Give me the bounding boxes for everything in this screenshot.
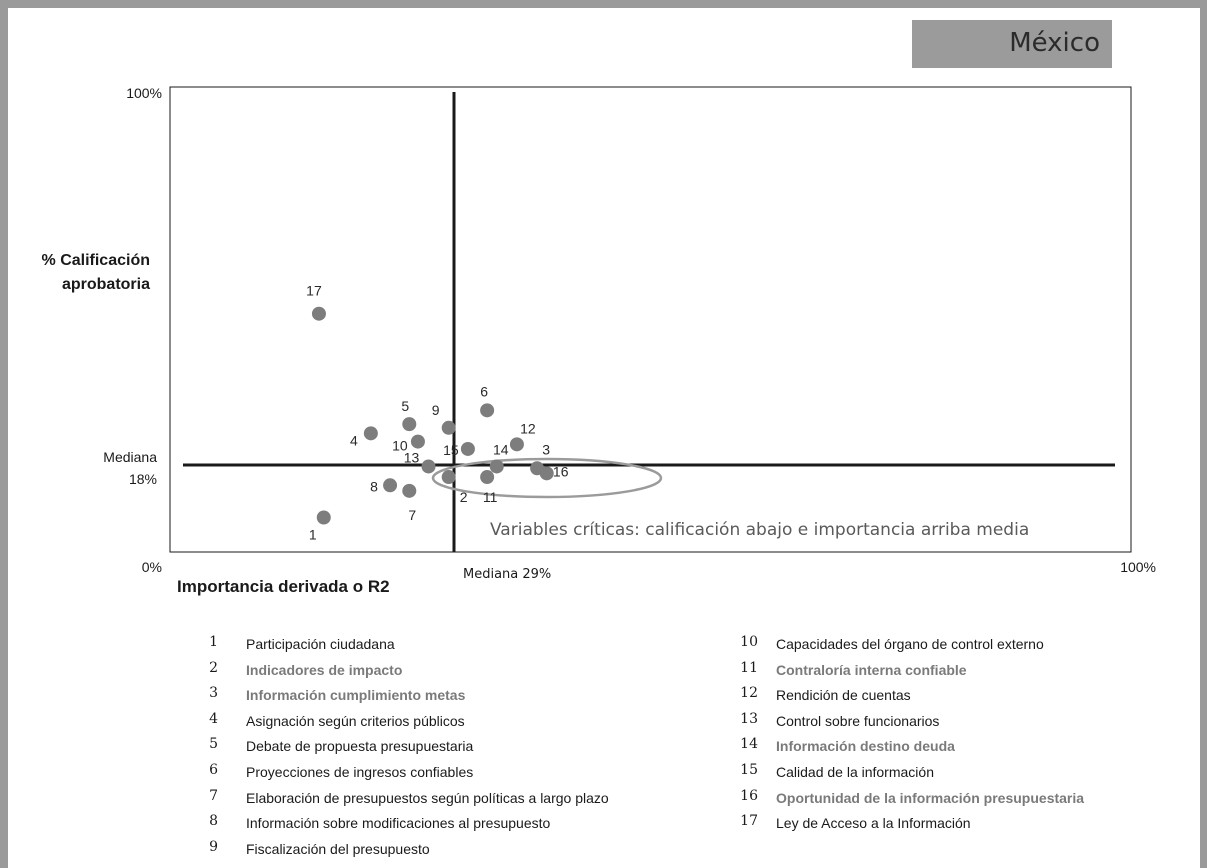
median-x-label: Mediana 29% [463,567,551,582]
legend-number: 4 [209,710,218,727]
legend-number: 7 [209,787,218,804]
point-16 [539,466,554,481]
legend-number: 2 [209,659,218,676]
legend-label: Elaboración de presupuestos según políti… [246,789,609,806]
legend-number: 17 [740,813,758,830]
legend-number: 5 [209,736,218,753]
point-label-7: 7 [408,507,416,523]
scatter-plot: 100% 0% 100% % Calificación aprobatoria … [42,85,1156,596]
legend-label: Información destino deuda [776,738,955,755]
point-label-15: 15 [443,442,459,458]
y-tick-top-label: 100% [126,85,162,101]
point-11 [480,470,495,485]
legend-label: Asignación según criterios públicos [246,712,465,729]
legend-label: Contraloría interna confiable [776,661,967,678]
point-label-2: 2 [460,489,468,505]
x-tick-right-label: 100% [1120,559,1156,575]
point-6 [480,403,495,418]
point-2 [441,470,456,485]
point-label-16: 16 [553,463,569,479]
point-label-8: 8 [370,478,378,494]
point-9 [441,420,456,435]
legend-number: 14 [740,736,758,753]
point-label-5: 5 [401,398,409,414]
point-14 [489,459,504,474]
country-label: México [1009,28,1100,58]
point-10 [410,434,425,449]
legend-label: Información cumplimiento metas [246,687,466,704]
point-label-6: 6 [480,383,488,399]
legend-number: 11 [740,659,758,676]
point-label-10: 10 [392,438,408,454]
legend-label: Calidad de la información [776,763,934,780]
point-15 [460,441,475,456]
critical-variables-ellipse [431,457,663,499]
point-label-14: 14 [493,441,509,457]
plot-frame [169,86,1132,553]
legend-number: 10 [740,634,758,650]
median-y-label-line2: 18% [129,471,157,487]
point-label-4: 4 [350,432,358,448]
point-label-9: 9 [432,402,440,418]
legend-number: 13 [740,710,758,727]
legend-label: Debate de propuesta presupuestaria [246,738,474,755]
y-axis-title-line2: aprobatoria [62,276,150,293]
point-label-13: 13 [404,449,420,465]
legend-label: Indicadores de impacto [246,661,403,678]
point-label-1: 1 [309,527,317,543]
legend-number: 1 [209,634,218,650]
legend-label: Control sobre funcionarios [776,712,940,729]
point-8 [383,478,398,493]
legend-number: 8 [209,813,218,830]
median-y-label-line1: Mediana [103,449,157,465]
legend-number: 9 [209,838,218,855]
chart-canvas [8,8,1200,868]
point-4 [363,426,378,441]
y-axis-title-line1: % Calificación [42,252,150,269]
country-badge: México [912,20,1112,68]
legend-label: Proyecciones de ingresos confiables [246,763,474,780]
point-label-12: 12 [520,420,536,436]
point-7 [402,483,417,498]
y-tick-bottom-label: 0% [142,559,162,575]
legend-label: Rendición de cuentas [776,687,911,704]
legend-label: Capacidades del órgano de control extern… [776,636,1044,652]
x-axis-title: Importancia derivada o R2 [177,577,390,596]
point-1 [316,510,331,525]
legend-label: Participación ciudadana [246,636,395,652]
legend-number: 3 [209,685,218,702]
legend-label: Información sobre modificaciones al pres… [246,815,551,832]
critical-variables-annotation: Variables críticas: calificación abajo e… [490,520,1029,540]
point-5 [402,417,417,432]
point-12 [509,437,524,452]
legend-label: Oportunidad de la información presupuest… [776,789,1085,806]
legend-number: 12 [740,685,758,702]
legend-label: Fiscalización del presupuesto [246,840,430,857]
point-label-11: 11 [483,489,498,505]
point-13 [421,459,436,474]
legend-number: 16 [740,787,758,804]
point-label-17: 17 [306,283,322,299]
legend-number: 15 [740,761,758,778]
point-label-3: 3 [542,441,550,457]
legend-label: Ley de Acceso a la Información [776,815,971,832]
point-17 [311,306,326,321]
legend-number: 6 [209,761,218,778]
